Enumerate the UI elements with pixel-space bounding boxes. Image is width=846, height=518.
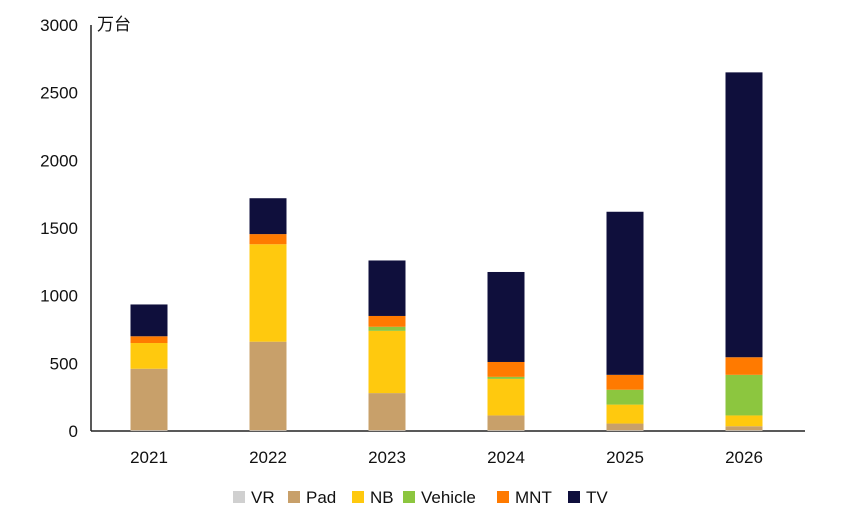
- y-tick-labels: 0 500 1000 1500 2000 2500 3000: [40, 16, 78, 441]
- legend-swatch-nb: [352, 491, 364, 503]
- bar-segment-nb-2021: [130, 343, 168, 369]
- bar-segment-mnt-2021: [130, 336, 168, 344]
- axes: 万台: [90, 15, 805, 432]
- bar-segment-nb-2022: [249, 244, 287, 342]
- bar-segment-tv-2021: [130, 304, 168, 337]
- x-tick-label: 2026: [725, 448, 763, 467]
- bar-segment-pad-2023: [368, 393, 406, 431]
- legend-swatch-vehicle: [403, 491, 415, 503]
- legend-label-nb: NB: [370, 488, 394, 507]
- bar-segment-nb-2026: [725, 415, 763, 427]
- bar-segment-vehicle-2025: [606, 389, 644, 405]
- y-tick-label: 2500: [40, 84, 78, 103]
- bar-segment-pad-2021: [130, 368, 168, 431]
- x-tick-label: 2024: [487, 448, 525, 467]
- x-tick-label: 2025: [606, 448, 644, 467]
- bar-segment-mnt-2024: [487, 361, 525, 377]
- bar-segment-vehicle-2023: [368, 326, 406, 331]
- bar-segment-nb-2023: [368, 330, 406, 394]
- x-tick-label: 2022: [249, 448, 287, 467]
- bars: [130, 72, 763, 431]
- legend-swatch-tv: [568, 491, 580, 503]
- bar-segment-tv-2022: [249, 198, 287, 235]
- bar-segment-vr-2021: [130, 430, 168, 431]
- x-tick-label: 2023: [368, 448, 406, 467]
- bar-segment-pad-2022: [249, 341, 287, 431]
- bar-segment-vehicle-2024: [487, 376, 525, 379]
- legend-label-tv: TV: [586, 488, 608, 507]
- y-unit-label: 万台: [97, 15, 131, 35]
- y-tick-label: 0: [69, 422, 78, 441]
- bar-segment-mnt-2026: [725, 357, 763, 375]
- bar-segment-mnt-2023: [368, 315, 406, 327]
- y-tick-label: 500: [50, 354, 78, 373]
- bar-segment-mnt-2025: [606, 374, 644, 390]
- legend-label-vehicle: Vehicle: [421, 488, 476, 507]
- bar-segment-pad-2025: [606, 423, 644, 431]
- legend-swatch-pad: [288, 491, 300, 503]
- bar-segment-tv-2024: [487, 271, 525, 362]
- bar-segment-nb-2025: [606, 404, 644, 424]
- legend-swatch-vr: [233, 491, 245, 503]
- legend-swatch-mnt: [497, 491, 509, 503]
- bar-segment-mnt-2022: [249, 234, 287, 245]
- bar-segment-vr-2023: [368, 430, 406, 431]
- x-tick-label: 2021: [130, 448, 168, 467]
- legend-label-pad: Pad: [306, 488, 336, 507]
- legend: VR Pad NB Vehicle MNT TV: [233, 488, 608, 507]
- bar-segment-pad-2024: [487, 415, 525, 431]
- bar-segment-pad-2026: [725, 426, 763, 431]
- y-tick-label: 3000: [40, 16, 78, 35]
- bar-segment-tv-2023: [368, 260, 406, 316]
- y-tick-label: 1500: [40, 219, 78, 238]
- legend-label-mnt: MNT: [515, 488, 552, 507]
- bar-segment-vr-2026: [725, 430, 763, 431]
- legend-label-vr: VR: [251, 488, 275, 507]
- y-tick-label: 2000: [40, 151, 78, 170]
- bar-segment-vehicle-2026: [725, 374, 763, 416]
- y-tick-label: 1000: [40, 287, 78, 306]
- bar-segment-vr-2025: [606, 430, 644, 431]
- bar-segment-nb-2024: [487, 378, 525, 416]
- bar-segment-vr-2024: [487, 430, 525, 431]
- bar-segment-vr-2022: [249, 430, 287, 431]
- bar-segment-tv-2025: [606, 211, 644, 375]
- bar-segment-tv-2026: [725, 72, 763, 358]
- x-tick-labels: 2021 2022 2023 2024 2025 2026: [130, 448, 763, 467]
